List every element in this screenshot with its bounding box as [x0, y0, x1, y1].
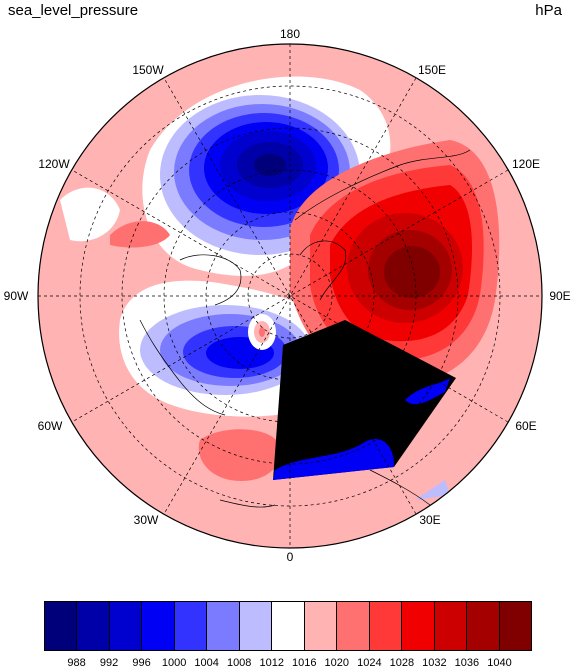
colorbar-swatch [272, 602, 305, 650]
lon-label-180: 180 [280, 27, 300, 41]
colorbar-label: 996 [132, 657, 151, 669]
colorbar-label: 1028 [389, 657, 415, 669]
colorbar-swatch [174, 602, 208, 650]
colorbar [44, 601, 532, 651]
lon-label-90e: 90E [549, 289, 570, 303]
colorbar-label: 1008 [226, 657, 252, 669]
colorbar-label: 1012 [259, 657, 284, 669]
colorbar-label: 1016 [292, 657, 317, 669]
polar-map: 180 150E 120E 90E 60E 30E 0 30W 60W 90W … [4, 27, 571, 564]
lon-label-150e: 150E [418, 63, 446, 77]
colorbar-swatch [304, 602, 338, 650]
lon-label-120e: 120E [512, 157, 540, 171]
colorbar-label: 988 [67, 657, 86, 669]
europe-sector [273, 320, 456, 480]
lon-label-120w: 120W [38, 157, 70, 171]
graticule [38, 44, 542, 548]
lon-label-0: 0 [287, 550, 294, 564]
colorbar-swatch [77, 602, 110, 650]
colorbar-label: 1040 [487, 657, 512, 669]
colorbar-label: 1000 [161, 657, 187, 669]
lon-label-30w: 30W [134, 513, 159, 527]
lon-label-60w: 60W [38, 419, 63, 433]
colorbar-label: 992 [99, 657, 119, 669]
high-west-pacific [110, 221, 170, 248]
map-title: sea_level_pressure [8, 2, 139, 19]
blue-patch-southeast [415, 480, 450, 500]
colorbar-swatch [499, 602, 532, 650]
atlantic-low [140, 305, 310, 395]
colorbar-swatch [207, 602, 240, 650]
lon-label-60e: 60E [515, 419, 536, 433]
longitude-labels: 180 150E 120E 90E 60E 30E 0 30W 60W 90W … [4, 27, 571, 564]
colorbar-swatch [109, 602, 143, 650]
colorbar-label: 1024 [357, 657, 382, 669]
lon-label-90w: 90W [4, 289, 29, 303]
colorbar-label: 1032 [422, 657, 447, 669]
lon-label-150w: 150W [132, 63, 164, 77]
colorbar-label: 1020 [324, 657, 350, 669]
high-atlantic [198, 429, 281, 481]
colorbar-swatch [369, 602, 403, 650]
colorbar-swatch [402, 602, 435, 650]
colorbar-labels: 988 992 996 1000 1004 1008 1012 1016 1020 1024 102… [44, 657, 532, 671]
colorbar-swatch [434, 602, 468, 650]
colorbar-swatch [45, 602, 78, 650]
colorbar-swatch [239, 602, 273, 650]
white-zone-west [60, 187, 120, 242]
units-label: hPa [535, 2, 562, 19]
colorbar-swatch [467, 602, 500, 650]
europe-sector-sea [273, 378, 450, 480]
map-border [37, 43, 543, 549]
colorbar-swatch [337, 602, 370, 650]
colorbar-label: 1036 [454, 657, 480, 669]
lon-label-30e: 30E [419, 513, 440, 527]
colorbar-swatch [142, 602, 175, 650]
colorbar-label: 1004 [194, 657, 219, 669]
